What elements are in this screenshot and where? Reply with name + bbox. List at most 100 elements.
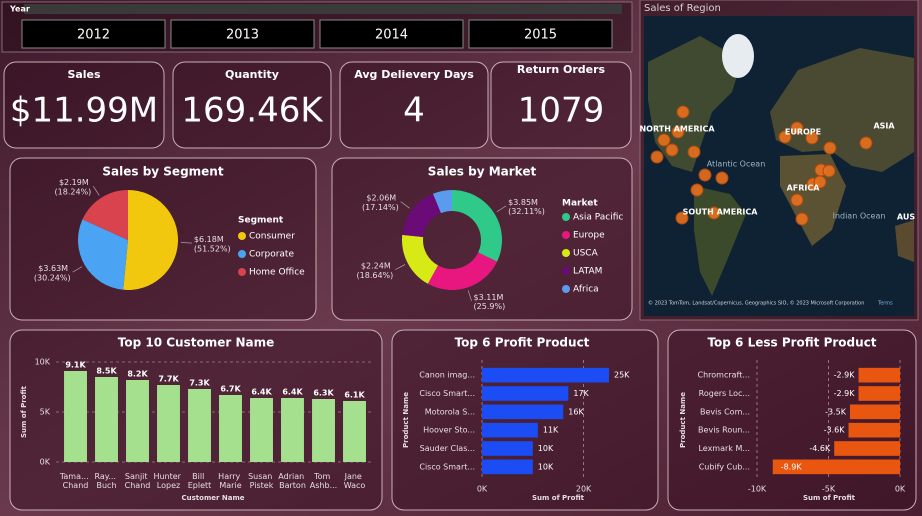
data-label: 11K: [543, 426, 559, 435]
y-tick-label: Motorola S...: [425, 407, 475, 416]
bar: [281, 398, 304, 462]
x-axis-label: Sum of Profit: [532, 494, 585, 502]
bar: [343, 401, 366, 462]
kpi-card: [172, 61, 332, 149]
data-label: $2.19M (18.24%): [55, 178, 92, 196]
data-label: -8.9K: [781, 462, 803, 471]
leader-line: [467, 290, 472, 302]
x-tick-label: Tama... Chand: [59, 472, 91, 490]
continent: [770, 48, 914, 172]
map-label: AUS: [897, 213, 915, 222]
y-tick-label: Hoover Sto...: [423, 426, 475, 435]
data-label: 25K: [614, 371, 630, 380]
map-bubble: [671, 125, 685, 139]
legend-swatch: [238, 250, 246, 258]
map-bubble: [690, 183, 704, 197]
data-label: 9.1K: [65, 361, 86, 370]
map-title: Sales of Region: [644, 3, 721, 14]
data-label: 6.1K: [344, 391, 365, 400]
bar: [858, 386, 900, 401]
slicer-item: 2015: [524, 28, 557, 43]
panel: [391, 329, 659, 511]
y-tick-label: Cisco Smart...: [419, 462, 475, 471]
kpi-label: Sales: [67, 68, 101, 81]
bar: [64, 371, 87, 462]
x-tick-label: -10K: [748, 485, 767, 494]
continent: [895, 220, 914, 262]
bar: [95, 377, 118, 462]
map-bubble: [790, 193, 804, 207]
data-label: -3.5K: [825, 407, 847, 416]
map-bubble: [795, 212, 809, 226]
map-bubble: [698, 168, 712, 182]
x-tick-label: -5K: [822, 485, 836, 494]
bar: [482, 386, 569, 401]
data-label: 8.5K: [96, 367, 117, 376]
map-label: EUROPE: [785, 128, 821, 137]
x-axis-label: Customer Name: [182, 494, 245, 502]
map-bubble: [676, 105, 690, 119]
slicer-button[interactable]: [170, 19, 315, 49]
slice: [427, 252, 498, 290]
kpi-value: 1079: [518, 91, 605, 131]
map-bubble: [687, 145, 701, 159]
slicer-button[interactable]: [319, 19, 464, 49]
panel: [667, 329, 917, 511]
slicer-button[interactable]: [468, 19, 613, 49]
legend-swatch: [238, 232, 246, 240]
y-tick-label: 10K: [35, 358, 51, 367]
map-label: ASIA: [873, 122, 895, 131]
map-bubble: [790, 121, 804, 135]
bar: [848, 422, 900, 438]
legend-swatch: [562, 249, 570, 257]
map-bubble: [822, 164, 836, 178]
kpi-card: [339, 61, 489, 149]
data-label: 17K: [573, 389, 589, 398]
map-bubble: [657, 133, 671, 147]
data-label: 8.2K: [127, 370, 148, 379]
slicer-button[interactable]: [21, 19, 166, 49]
data-label: 6.4K: [282, 388, 303, 397]
x-tick-label: Hunter Lopez: [153, 472, 183, 490]
leader-line: [93, 186, 100, 196]
map-label: Indian Ocean: [833, 212, 886, 221]
continent: [694, 186, 746, 296]
legend-label: USCA: [573, 249, 599, 259]
map-bubble: [805, 131, 819, 145]
chart-title: Top 10 Customer Name: [118, 336, 274, 350]
legend-label: Corporate: [249, 250, 294, 260]
chart-title: Sales by Market: [428, 165, 537, 179]
bar: [834, 441, 900, 456]
data-label: -2.9K: [834, 389, 856, 398]
bar: [312, 399, 335, 462]
data-label: 6.4K: [251, 388, 272, 397]
slicer-item: 2012: [77, 28, 110, 43]
data-label: 7.3K: [189, 379, 210, 388]
y-axis-label: Product Name: [679, 392, 687, 448]
slice: [402, 234, 439, 284]
kpi-value: 169.46K: [181, 91, 324, 131]
legend-label: Asia Pacific: [573, 213, 623, 223]
data-label: 6.7K: [220, 385, 241, 394]
y-tick-label: Rogers Loc...: [699, 389, 750, 398]
map-bubble: [665, 143, 679, 157]
map-bubble: [859, 136, 873, 150]
x-tick-label: Bill Eplett: [188, 472, 212, 490]
x-tick-label: Ray... Buch: [94, 472, 118, 490]
data-label: 16K: [568, 407, 584, 416]
kpi-card: [3, 61, 165, 149]
kpi-value: $11.99M: [10, 91, 158, 131]
map-terms[interactable]: Terms: [877, 301, 893, 307]
slice: [77, 219, 128, 290]
y-axis-label: Sum of Profit: [20, 385, 28, 438]
data-label: $3.63M (30.24%): [34, 264, 71, 282]
slice: [452, 190, 502, 262]
slice: [82, 190, 128, 240]
kpi-label: Avg Delievery Days: [354, 68, 474, 81]
x-tick-label: Sanjit Chand: [125, 472, 151, 490]
y-tick-label: Cisco Smart...: [419, 389, 475, 398]
y-tick-label: Canon imag...: [419, 371, 475, 380]
legend-swatch: [562, 213, 570, 221]
map-label: SOUTH AMERICA: [683, 208, 759, 217]
continent: [648, 36, 742, 172]
